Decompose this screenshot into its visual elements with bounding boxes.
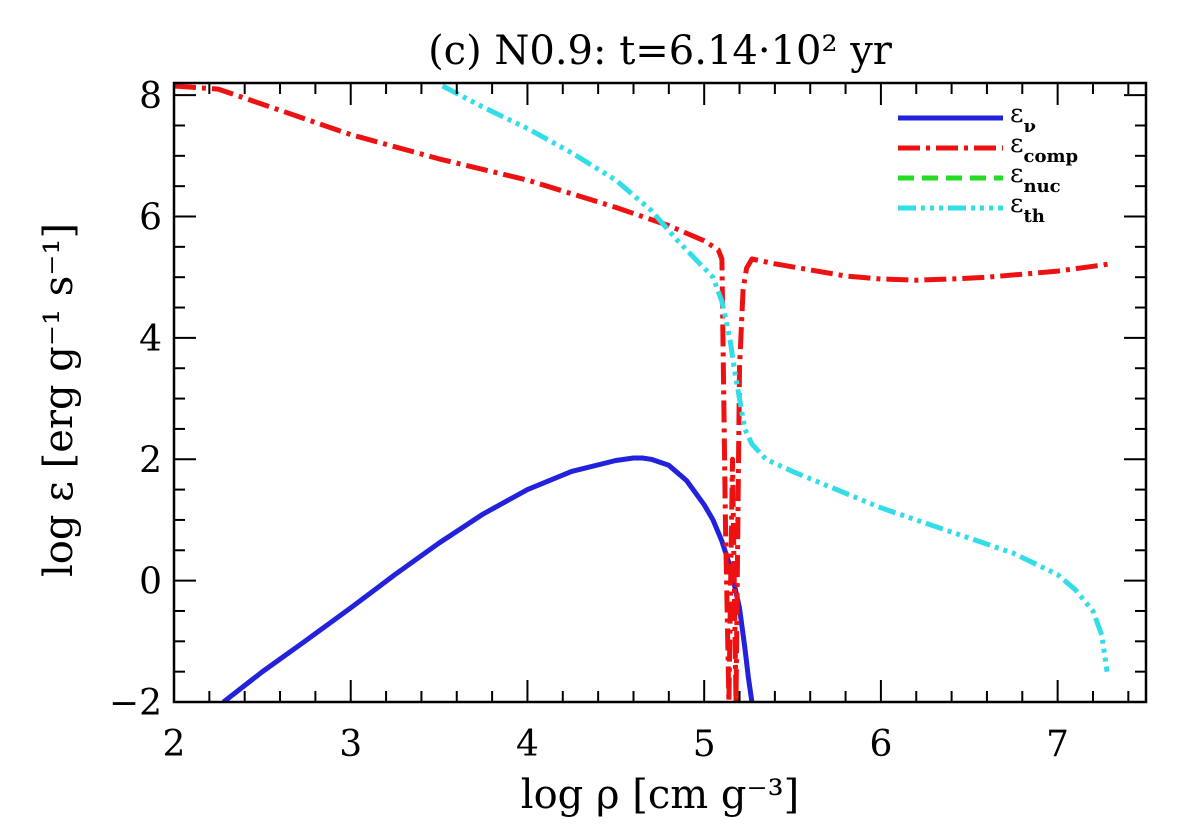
series-line-ν: [221, 455, 755, 702]
x-tick-label: 4: [516, 724, 539, 765]
y-tick-label: 8: [139, 76, 162, 117]
x-axis-label: log ρ [cm g⁻³]: [521, 772, 799, 818]
x-tick-label: 7: [1046, 724, 1069, 765]
x-tick-label: 2: [163, 724, 186, 765]
legend-label-nuc: εnuc: [1010, 159, 1061, 197]
legend-label-comp: εcomp: [1010, 129, 1078, 167]
plot-area: [174, 83, 1112, 702]
y-tick-label: 4: [139, 319, 162, 360]
axis-ticks: [173, 83, 1146, 703]
y-tick-label: 6: [139, 198, 162, 239]
x-tick-label: 3: [339, 724, 362, 765]
series-line-th: [441, 83, 1110, 673]
y-tick-label: 2: [139, 440, 162, 481]
tick-labels: 2 3 4 5 6 7 −2 0 2 4 6 8: [109, 76, 1069, 765]
legend-label-ν: εν: [1010, 99, 1036, 137]
legend-label-th: εth: [1010, 189, 1045, 227]
y-tick-label: 0: [139, 562, 162, 603]
y-tick-label: −2: [109, 683, 162, 724]
plot-frame: [172, 81, 1148, 704]
y-axis-label: log ε [erg g⁻¹ s⁻¹]: [36, 223, 82, 577]
chart-title: (c) N0.9: t=6.14·10² yr: [428, 28, 893, 74]
x-tick-label: 5: [693, 724, 716, 765]
x-tick-label: 6: [869, 724, 892, 765]
series-line-comp: [174, 83, 1112, 702]
